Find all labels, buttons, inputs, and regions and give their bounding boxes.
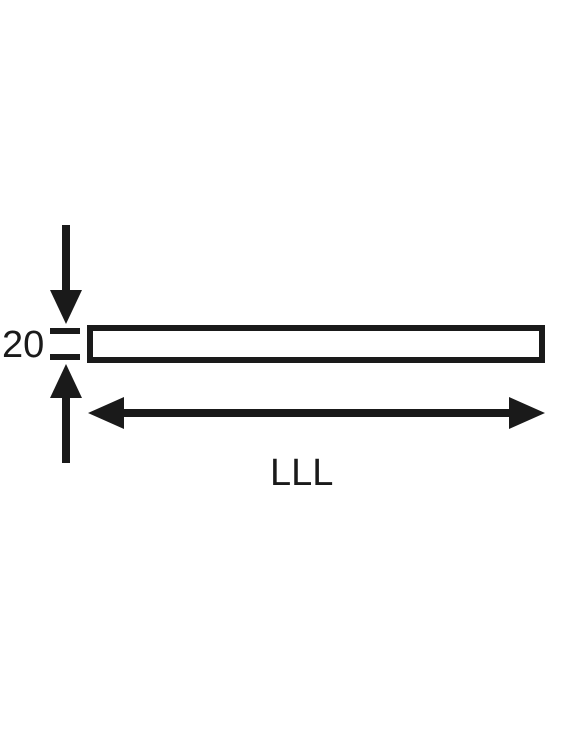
dimension-diagram: 20 LLL (0, 0, 572, 738)
bar-outline (90, 328, 542, 360)
height-arrow-bottom (50, 364, 82, 463)
height-arrow-top (50, 225, 82, 324)
length-arrow (88, 397, 545, 429)
length-label: LLL (270, 452, 333, 494)
height-label: 20 (2, 324, 44, 366)
